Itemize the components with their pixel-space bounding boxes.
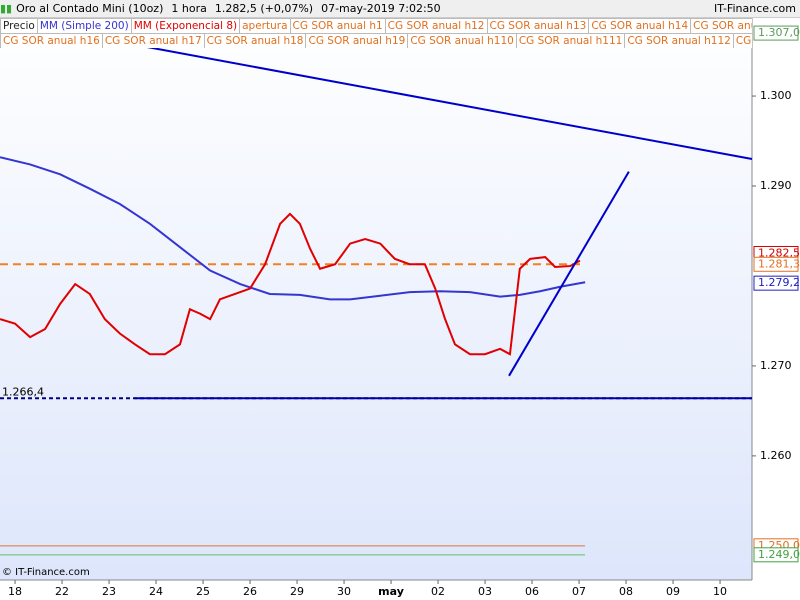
- legend-item: CG SOR anual h18: [203, 33, 307, 48]
- legend-item: CG SOR anual h110: [407, 33, 517, 48]
- x-tick-label: 26: [243, 585, 257, 598]
- price: 1.282,5 (+0,07%): [214, 2, 314, 15]
- price-tag-label: 1.249,0: [758, 548, 800, 561]
- legend-row: Precio MM (Simple 200) MM (Exponencial 8) a…: [0, 18, 752, 33]
- price-tag: 1.279,2: [753, 275, 800, 291]
- trend-line: [130, 42, 753, 161]
- legend-item: MM (Simple 200): [36, 18, 132, 33]
- top-bar: ▮▮ Oro al Contado Mini (10oz) 1 hora 1.282,…: [0, 0, 800, 18]
- price-tag-box: [753, 547, 799, 563]
- price-tag-label: 1.307,0: [758, 26, 800, 39]
- legend-item: CG SOR anual h12: [384, 18, 488, 33]
- x-tick-label: 23: [102, 585, 116, 598]
- price-tag-box: [753, 25, 799, 41]
- legend-item: CG SOR anual h13: [486, 18, 590, 33]
- icon: ▮▮: [0, 2, 13, 15]
- legend-item: CG SOR anual h15: [690, 18, 752, 33]
- x-tick-label: 24: [149, 585, 163, 598]
- x-tick-label: 08: [619, 585, 633, 598]
- y-tick-label: 1.300: [760, 89, 792, 102]
- footer: © IT-Finance.com: [2, 567, 90, 578]
- plot-background: [0, 16, 752, 580]
- brand: IT-Finance.com: [714, 2, 796, 15]
- price-tag-label: 1.279,2: [758, 276, 800, 289]
- legend-item: CG SOR anual h16: [0, 33, 103, 48]
- price-tag: 1.281,3: [753, 256, 800, 272]
- legend-item: CG SOR anu: [732, 33, 752, 48]
- x-tick-label: 30: [337, 585, 351, 598]
- x-tick-label: 10: [713, 585, 727, 598]
- x-tick-label: 02: [431, 585, 445, 598]
- timeframe: 1 hora: [171, 2, 207, 15]
- x-tick-label: 25: [196, 585, 210, 598]
- legend-item: CG SOR anual h112: [624, 33, 734, 48]
- series-line: [0, 156, 586, 301]
- legend-item: apertura: [239, 18, 291, 33]
- x-tick-label: 29: [290, 585, 304, 598]
- trend-line: [508, 171, 630, 377]
- x-tick-label: 18: [8, 585, 22, 598]
- legend-item: MM (Exponencial 8): [130, 18, 241, 33]
- legend-item: CG SOR anual h17: [101, 33, 205, 48]
- price-tag-box: [753, 275, 799, 291]
- price-tag-box: [753, 256, 799, 272]
- price-tag: 1.249,0: [753, 547, 800, 563]
- legend-item: CG SOR anual h1: [289, 18, 386, 33]
- legend-item: CG SOR anual h19: [305, 33, 409, 48]
- x-tick-label: 22: [55, 585, 69, 598]
- price-tag: 1.307,0: [753, 25, 800, 41]
- y-tick-label: 1.270: [760, 359, 792, 372]
- x-tick-label: may: [378, 585, 404, 598]
- y-tick-label: 1.290: [760, 179, 792, 192]
- legend-row: CG SOR anual h16 CG SOR anual h17 CG SOR a…: [0, 33, 752, 48]
- legend-item: Precio: [0, 18, 38, 33]
- x-tick-label: 07: [572, 585, 586, 598]
- x-axis-background: [0, 580, 800, 600]
- y-tick-label: 1.260: [760, 449, 792, 462]
- x-tick-label: 06: [525, 585, 539, 598]
- datetime: 07-may-2019 7:02:50: [321, 2, 441, 15]
- legend-item: CG SOR anual h14: [588, 18, 692, 33]
- price-tag-label: 1.282,5: [758, 246, 800, 259]
- legend-item: CG SOR anual h111: [515, 33, 626, 48]
- title: Oro al Contado Mini (10oz): [16, 2, 164, 15]
- price-tag-label: 1.281,3: [758, 257, 800, 270]
- level-label: 1.266,4: [2, 385, 44, 398]
- series-line: [0, 212, 581, 356]
- x-tick-label: 03: [478, 585, 492, 598]
- x-tick-label: 09: [666, 585, 680, 598]
- axis-background: [752, 16, 800, 600]
